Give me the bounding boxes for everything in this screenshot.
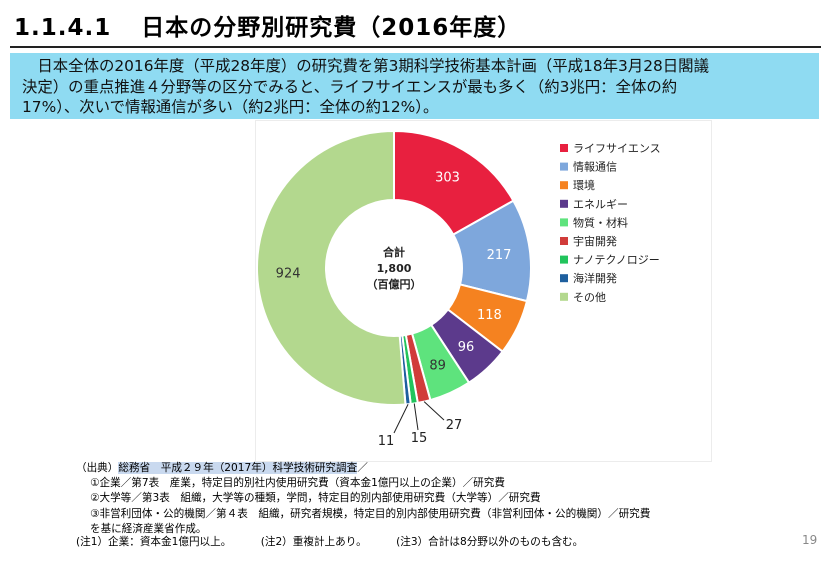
summary-box: 日本全体の2016年度（平成28年度）の研究費を第3期科学技術基本計画（平成18…	[10, 53, 819, 119]
data-label: 27	[446, 418, 463, 433]
legend-label: ライフサイエンス	[573, 142, 661, 155]
data-label: 15	[411, 431, 428, 446]
summary-line: 日本全体の2016年度（平成28年度）の研究費を第3期科学技術基本計画（平成18…	[22, 57, 709, 75]
legend-swatch	[560, 199, 568, 208]
legend-label: 物質・材料	[573, 215, 628, 229]
note-1: (注1）企業：資本金1億円以上。	[76, 536, 232, 548]
legend-swatch	[560, 181, 568, 190]
data-label: 89	[429, 359, 446, 374]
leader-line	[413, 403, 419, 431]
legend-label: エネルギー	[573, 198, 628, 211]
note-2: (注2）重複計上あり。	[260, 536, 367, 548]
title-text: 日本の分野別研究費（2016年度）	[141, 15, 522, 41]
legend-label: その他	[573, 291, 606, 304]
summary-line: 17%）、次いで情報通信が多い（約2兆円：全体の約12%）。	[22, 98, 439, 116]
source-slash: ／	[357, 462, 368, 474]
legend-label: 宇宙開発	[573, 234, 617, 248]
summary-line: 決定）の重点推進４分野等の区分でみると、ライフサイエンスが最も多く（約3兆円：全…	[22, 77, 678, 96]
leader-line	[393, 404, 409, 434]
data-label: 96	[458, 340, 475, 355]
legend-swatch	[560, 237, 568, 245]
source-block: （出典）総務省 平成２９年（2017年）科学技術研究調査／ ①企業／第7表 産業…	[76, 461, 650, 537]
legend-swatch	[560, 218, 568, 227]
note-3: (注3）合計は8分野以外のものも含む。	[396, 536, 584, 548]
source-survey: 総務省 平成２９年（2017年）科学技術研究調査	[118, 462, 358, 474]
source-line: ②大学等／第3表 組織，大学等の種類，学問，特定目的別内部使用研究費（大学等）／…	[90, 492, 541, 505]
source-line: ①企業／第7表 産業，特定目的別社内使用研究費（資本金1億円以上の企業）／研究費	[90, 477, 505, 490]
source-line: を基に経済産業省作成。	[90, 522, 207, 535]
legend-label: 海洋開発	[573, 271, 617, 285]
legend-swatch	[560, 292, 568, 301]
chart-frame	[255, 120, 712, 462]
donut-slice	[256, 129, 407, 406]
page-title: 1.1.4.1 日本の分野別研究費（2016年度）	[14, 8, 521, 42]
center-label: 合計	[383, 245, 405, 259]
data-label: 303	[435, 170, 460, 185]
legend-swatch	[560, 162, 568, 171]
legend-swatch	[560, 255, 568, 264]
legend-label: 環境	[573, 178, 595, 192]
donut-chart: 303 217 118 96 89 27 15 11 924 合計 1,800 （百億円） ライフサイエ…	[256, 129, 661, 449]
leader-line	[423, 401, 445, 421]
title-underline	[10, 46, 821, 48]
page-number: 19	[802, 533, 818, 547]
legend-swatch	[560, 144, 568, 152]
legend-label: 情報通信	[573, 161, 617, 174]
source-heading: （出典）総務省 平成２９年（2017年）科学技術研究調査／	[76, 461, 650, 476]
center-label: （百億円）	[367, 277, 422, 291]
section-number: 1.1.4.1	[14, 15, 112, 41]
center-label: 1,800	[377, 262, 412, 275]
source-label: （出典）	[76, 462, 119, 474]
data-label: 217	[487, 248, 512, 263]
data-label: 11	[378, 434, 395, 449]
data-label: 118	[477, 308, 502, 323]
source-line: ③非営利団体・公的機関／第４表 組織，研究者規模，特定目的別内部使用研究費（非営…	[90, 507, 651, 520]
legend-label: ナノテクノロジー	[573, 254, 660, 267]
notes: (注1）企業：資本金1億円以上。 (注2）重複計上あり。 (注3）合計は8分野以…	[76, 534, 609, 549]
data-label: 924	[276, 266, 301, 281]
legend-swatch	[560, 274, 568, 283]
